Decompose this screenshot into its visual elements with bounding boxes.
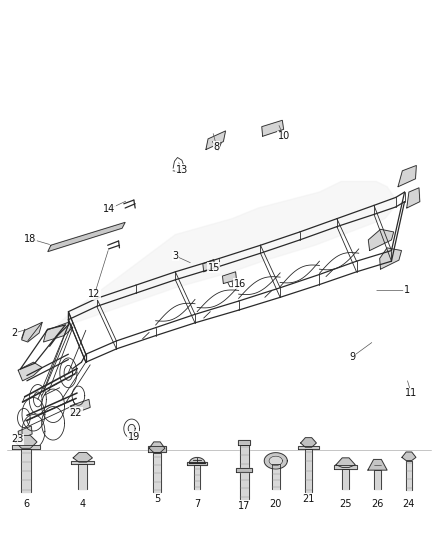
Polygon shape	[21, 322, 42, 342]
Text: 9: 9	[349, 352, 355, 362]
Polygon shape	[189, 457, 205, 463]
Polygon shape	[18, 362, 42, 381]
Polygon shape	[187, 462, 207, 465]
Polygon shape	[149, 442, 165, 453]
Polygon shape	[300, 438, 316, 447]
Polygon shape	[240, 445, 249, 499]
Text: 20: 20	[269, 499, 282, 510]
Polygon shape	[203, 260, 215, 272]
Text: 12: 12	[88, 289, 101, 299]
Text: 25: 25	[339, 499, 352, 510]
Text: 17: 17	[238, 502, 251, 512]
Polygon shape	[368, 459, 387, 470]
Polygon shape	[153, 453, 161, 492]
Polygon shape	[238, 440, 251, 445]
Polygon shape	[264, 453, 287, 469]
Polygon shape	[406, 461, 412, 490]
Polygon shape	[368, 229, 394, 251]
Polygon shape	[128, 424, 135, 433]
Text: 11: 11	[405, 388, 417, 398]
Polygon shape	[402, 452, 416, 461]
Text: 6: 6	[23, 499, 29, 510]
Polygon shape	[194, 465, 200, 489]
Text: 3: 3	[172, 251, 178, 261]
Polygon shape	[374, 470, 381, 489]
Text: 10: 10	[278, 131, 290, 141]
Text: 24: 24	[403, 499, 415, 510]
Polygon shape	[71, 461, 94, 464]
Polygon shape	[269, 456, 283, 465]
Polygon shape	[305, 449, 312, 492]
Polygon shape	[21, 449, 32, 492]
Text: 23: 23	[11, 434, 24, 445]
Polygon shape	[148, 446, 166, 451]
Polygon shape	[298, 446, 319, 449]
Text: 21: 21	[302, 494, 314, 504]
Polygon shape	[342, 469, 350, 489]
Polygon shape	[71, 399, 90, 414]
Polygon shape	[272, 464, 279, 489]
Polygon shape	[336, 458, 355, 467]
Polygon shape	[73, 453, 92, 462]
Polygon shape	[237, 468, 252, 472]
Polygon shape	[18, 426, 32, 439]
Polygon shape	[223, 272, 237, 284]
Text: 26: 26	[371, 499, 384, 510]
Text: 8: 8	[214, 142, 220, 152]
Text: 15: 15	[208, 263, 220, 272]
Polygon shape	[48, 222, 125, 252]
Text: 13: 13	[176, 165, 188, 175]
Polygon shape	[407, 188, 420, 208]
Polygon shape	[43, 322, 73, 342]
Text: 7: 7	[194, 499, 200, 510]
Text: 4: 4	[80, 499, 86, 510]
Polygon shape	[262, 120, 284, 136]
Polygon shape	[57, 181, 398, 325]
Polygon shape	[78, 464, 87, 489]
Text: 16: 16	[234, 279, 246, 288]
Text: 2: 2	[11, 328, 18, 338]
Text: 22: 22	[70, 408, 82, 418]
Polygon shape	[398, 165, 417, 187]
Text: 18: 18	[24, 234, 36, 244]
Text: 1: 1	[404, 286, 410, 295]
Text: 14: 14	[103, 204, 115, 214]
Polygon shape	[15, 435, 37, 448]
Polygon shape	[334, 465, 357, 469]
Polygon shape	[12, 445, 40, 449]
Polygon shape	[206, 131, 226, 150]
Text: 19: 19	[128, 432, 140, 442]
Text: 5: 5	[154, 494, 160, 504]
Polygon shape	[380, 248, 402, 269]
